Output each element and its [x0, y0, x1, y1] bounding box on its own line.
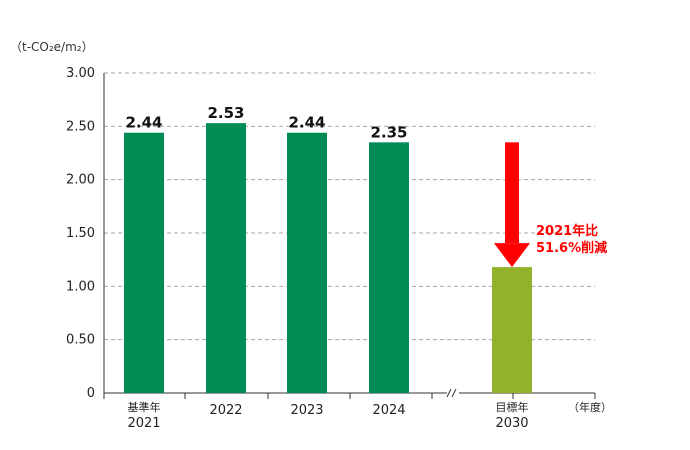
- y-unit-label: （t-CO₂e/m₂）: [10, 40, 94, 54]
- data-label: 2.44: [125, 114, 162, 132]
- axis-break-gap: [447, 389, 459, 398]
- axis-break-icon: [446, 388, 452, 398]
- y-tick-label: 1.00: [66, 279, 95, 294]
- x-tick-label: 2030: [495, 416, 528, 431]
- bar-2023: [287, 132, 327, 393]
- data-label: 2.35: [370, 123, 407, 141]
- x-tick-label: 2023: [290, 403, 323, 418]
- annotation-line1: 2021年比: [536, 223, 598, 239]
- arrow-shaft: [505, 142, 519, 244]
- x-tick-label-top: 基準年: [128, 400, 161, 414]
- data-label: 2.44: [288, 114, 325, 132]
- x-unit-label: （年度）: [568, 400, 612, 414]
- x-tick-label: 2024: [372, 403, 405, 418]
- y-tick-label: 2.50: [66, 119, 95, 134]
- y-tick-label: 0.50: [66, 333, 95, 348]
- bar-2022: [206, 123, 246, 393]
- bar-2021: [124, 132, 164, 393]
- y-tick-label: 3.00: [66, 66, 95, 81]
- annotation-line2: 51.6%削減: [536, 240, 607, 256]
- x-tick-label-top: 目標年: [496, 400, 529, 414]
- axis-break-icon: [451, 388, 457, 398]
- y-tick-label: 0: [87, 386, 95, 401]
- arrow-down-icon: [494, 243, 530, 268]
- y-tick-label: 2.00: [66, 173, 95, 188]
- bar-2030: [492, 267, 532, 393]
- y-tick-label: 1.50: [66, 226, 95, 241]
- bar-2024: [369, 142, 409, 393]
- data-label: 2.53: [207, 104, 244, 122]
- x-tick-label: 2022: [209, 403, 242, 418]
- x-tick-label: 2021: [127, 416, 160, 431]
